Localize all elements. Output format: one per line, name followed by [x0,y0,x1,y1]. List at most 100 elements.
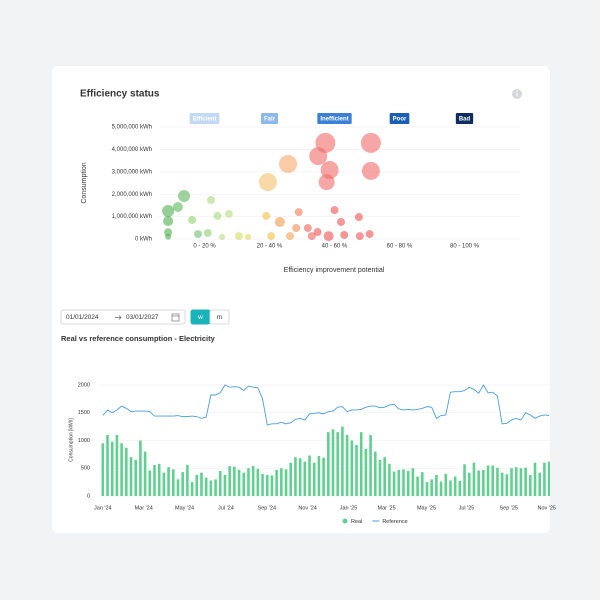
bar [402,469,405,496]
bubble [162,205,175,217]
bar [204,477,208,496]
bar [280,468,283,496]
band-badge [260,113,279,124]
y-tick-label: 1000 [78,438,90,444]
bar [359,432,363,496]
bar [209,480,213,496]
toggle-label[interactable]: m [217,314,222,321]
bar [336,432,340,496]
bar [538,472,542,496]
x-tick-label: 0 - 20 % [193,244,216,250]
bar [514,467,518,496]
bubble [285,232,294,241]
x-tick-label: 60 - 80 % [387,244,413,250]
bubble-chart: 0 kWh 1,000,000 kWh 2,000,000 kWh 3,000,000… [112,113,520,250]
bar [153,464,156,496]
bar [294,457,297,496]
bubble [307,232,316,241]
bar [312,462,316,496]
bar [350,440,354,496]
bar [171,469,175,496]
bar [341,426,344,496]
bar [491,465,495,496]
bar [435,474,438,496]
bar [256,468,260,496]
bar [129,457,133,496]
x-tick-label: Mar '24 [135,505,153,511]
bar [167,467,170,496]
y-tick-label: 1500 [78,410,90,416]
bar [453,476,457,496]
y-tick-label: 0 kWh [135,237,152,243]
x-tick-label: 20 - 40 % [257,244,283,250]
bubble [313,228,322,237]
bar [139,440,142,496]
band-label: Poor [393,116,407,122]
bar [125,447,128,496]
bar [265,474,269,496]
bubble [234,232,243,241]
bar [430,479,433,496]
bar [275,469,278,496]
info-icon[interactable] [512,89,522,99]
bar [383,457,386,496]
x-tick-label: May '25 [417,505,436,511]
bar [223,474,227,496]
band-badge [455,113,474,124]
bar [420,472,424,496]
bubble [194,230,202,239]
line [102,384,550,426]
bar [110,441,114,496]
bar [472,462,476,496]
bubble [213,211,222,220]
band-badge [317,113,352,124]
bubble [178,189,191,202]
bubble [303,224,312,233]
y-axis-title: Consumption [kWh] [68,418,74,462]
x-tick-label: Jul '24 [218,505,234,511]
band-label: Bad [459,116,471,122]
band-label: Inefficient [320,116,348,122]
bar [378,459,382,496]
band-label: Efficient [193,116,217,122]
y-tick-label: 2,000,000 kWh [112,192,152,198]
toggle-button[interactable] [209,309,230,325]
bar [355,444,358,496]
toggle-label[interactable]: w [197,314,203,321]
bar [157,463,161,496]
y-tick-label: 1,000,000 kWh [112,214,152,220]
bubble [165,233,172,240]
bubble [323,231,334,242]
bar [533,462,537,496]
bubble [164,228,173,237]
bar [261,473,264,496]
end-date[interactable]: 03/01/2027 [126,314,159,321]
bubble [163,216,174,227]
bubble [279,154,298,173]
bar [510,468,513,496]
x-tick-label: Jan '24 [94,505,112,511]
legend-label: Reference [382,519,407,525]
x-tick-label: Jan '25 [340,505,358,511]
y-tick-label: 4,000,000 kWh [112,147,152,153]
bar [444,473,448,496]
bubble [361,161,380,180]
bar [397,469,401,496]
band-label: Fair [264,116,276,122]
bubble [360,132,381,153]
bar [505,474,509,496]
x-tick-label: Mar '25 [377,505,395,511]
chart-title: Efficiency status [80,89,160,100]
start-date[interactable]: 01/01/2024 [66,314,99,321]
bar [392,471,396,496]
bar [482,469,485,496]
bar [388,463,391,496]
bar [176,479,180,496]
bar [143,451,147,496]
bar [284,469,288,496]
date-range[interactable]: 01/01/2024 03/01/2027 [60,309,186,325]
bubble [188,215,197,224]
